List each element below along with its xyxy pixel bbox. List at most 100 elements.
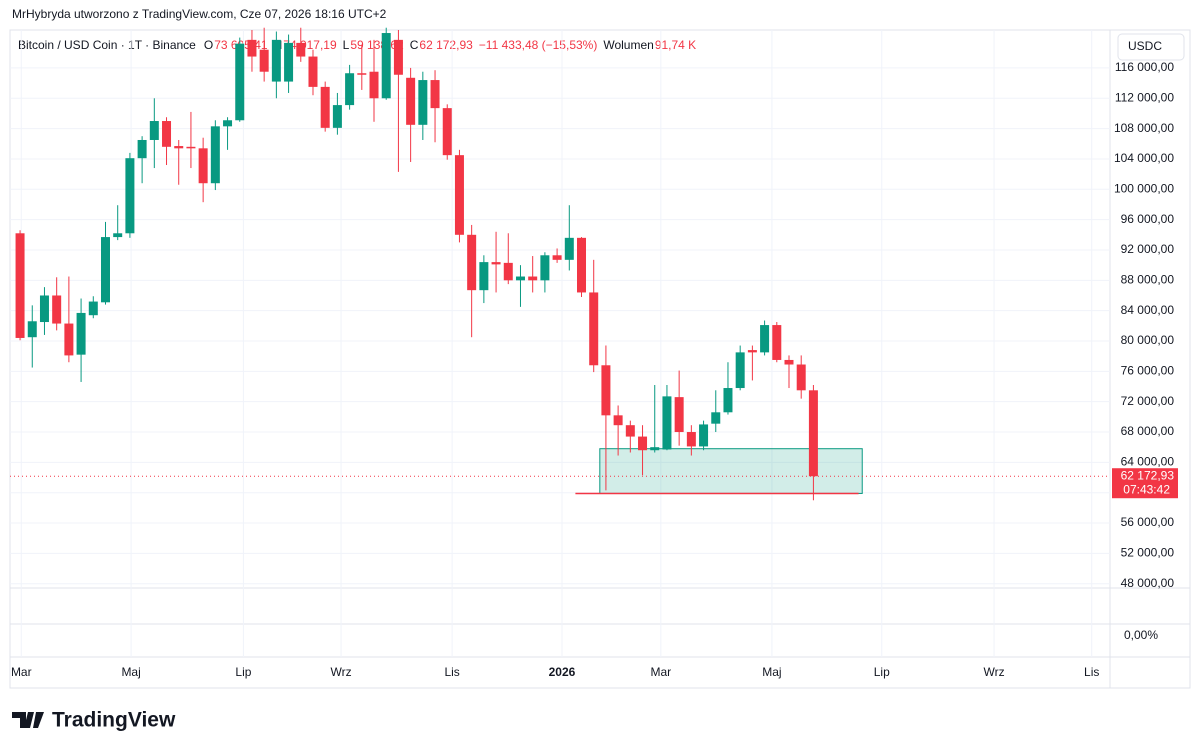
candle-body bbox=[418, 80, 428, 125]
y-tick-label: 68 000,00 bbox=[1121, 424, 1175, 438]
candle-body bbox=[454, 155, 464, 235]
candle-body bbox=[796, 364, 806, 391]
candle-body bbox=[784, 359, 794, 365]
candle-body bbox=[39, 295, 49, 323]
stat-label: Wolumen bbox=[603, 38, 653, 52]
candle-body bbox=[613, 415, 623, 426]
candle-body bbox=[308, 56, 318, 87]
candle-body bbox=[638, 436, 648, 451]
x-tick-label: Wrz bbox=[331, 665, 352, 679]
candle-body bbox=[186, 146, 196, 149]
candle-body bbox=[174, 146, 184, 149]
chart-frame bbox=[9, 29, 1191, 689]
candle-body bbox=[674, 397, 684, 433]
candle-body bbox=[15, 233, 25, 338]
candle-body bbox=[113, 233, 123, 238]
candle-body bbox=[357, 73, 367, 75]
candle-body bbox=[149, 121, 159, 140]
y-tick-label: 108 000,00 bbox=[1114, 121, 1174, 135]
candle-body bbox=[808, 390, 818, 477]
y-tick-label: 116 000,00 bbox=[1115, 60, 1174, 74]
currency-label[interactable]: USDC bbox=[1128, 39, 1162, 53]
candle-body bbox=[406, 77, 416, 125]
y-tick-label: 112 000,00 bbox=[1115, 90, 1174, 104]
candle-body bbox=[100, 237, 110, 303]
y-tick-label: 76 000,00 bbox=[1121, 364, 1175, 378]
candle-body bbox=[686, 432, 696, 447]
logo: TradingView bbox=[12, 709, 176, 732]
candle-body bbox=[723, 388, 733, 413]
candle-body bbox=[247, 39, 257, 57]
candle-body bbox=[64, 323, 74, 356]
candle-body bbox=[577, 237, 587, 293]
candle-body bbox=[381, 33, 391, 99]
candle-body bbox=[393, 39, 403, 75]
candle-body bbox=[369, 71, 379, 99]
x-tick-label: Lip bbox=[235, 665, 251, 679]
candle-body bbox=[540, 255, 550, 281]
candle-body bbox=[76, 312, 86, 355]
candle-body bbox=[88, 301, 98, 316]
currency-button[interactable] bbox=[1117, 33, 1185, 61]
stat-label: O bbox=[204, 38, 213, 52]
candle-body bbox=[235, 43, 245, 121]
header: Bitcoin / USD Coin · 1T · Binance O73 60… bbox=[18, 38, 696, 52]
candle-body bbox=[137, 139, 147, 159]
candle-body bbox=[528, 276, 538, 281]
lower-pane-label: 0,00% bbox=[1124, 628, 1158, 642]
candle-body bbox=[223, 120, 233, 127]
candle-body bbox=[760, 325, 770, 353]
candle-body bbox=[345, 73, 355, 106]
last-price-label: 62 172,93 bbox=[1121, 468, 1175, 482]
y-tick-label: 48 000,00 bbox=[1121, 576, 1175, 590]
y-tick-label: 52 000,00 bbox=[1121, 546, 1175, 560]
candle-body bbox=[479, 262, 489, 291]
candle-body bbox=[284, 42, 294, 82]
y-tick-label: 92 000,00 bbox=[1121, 242, 1175, 256]
candle-body bbox=[467, 234, 477, 291]
candle-body bbox=[711, 412, 721, 424]
candle-body bbox=[491, 262, 501, 265]
candle-body bbox=[162, 121, 172, 147]
logo-text: TradingView bbox=[52, 709, 176, 732]
candle-body bbox=[320, 86, 330, 128]
y-tick-label: 104 000,00 bbox=[1114, 151, 1174, 165]
y-tick-label: 56 000,00 bbox=[1121, 515, 1175, 529]
x-tick-label: Lis bbox=[444, 665, 459, 679]
logo-icon bbox=[12, 712, 44, 728]
candle-body bbox=[198, 148, 208, 184]
candle-body bbox=[503, 262, 513, 281]
y-tick-label: 72 000,00 bbox=[1121, 394, 1175, 408]
candle-body bbox=[552, 255, 562, 260]
symbol: Bitcoin / USD Coin · 1T · Binance bbox=[18, 38, 196, 52]
x-tick-label: 2026 bbox=[549, 665, 576, 679]
candle-body bbox=[699, 424, 709, 447]
candle-body bbox=[271, 39, 281, 82]
countdown: 07:43:42 bbox=[1123, 482, 1170, 496]
candle-body bbox=[650, 447, 660, 451]
y-tick-label: 64 000,00 bbox=[1121, 455, 1175, 469]
stat-value: 62 172,93 bbox=[419, 38, 473, 52]
candle-body bbox=[52, 295, 62, 324]
x-tick-label: Wrz bbox=[983, 665, 1004, 679]
candle-body bbox=[747, 350, 757, 353]
candle-body bbox=[735, 352, 745, 389]
x-tick-label: Mar bbox=[11, 665, 32, 679]
y-tick-label: 80 000,00 bbox=[1121, 333, 1175, 347]
candle-body bbox=[564, 237, 574, 260]
stat-value: −11 433,48 (−15,53%) bbox=[479, 38, 598, 52]
y-tick-label: 84 000,00 bbox=[1121, 303, 1175, 317]
x-tick-label: Maj bbox=[121, 665, 140, 679]
candle-body bbox=[442, 108, 452, 156]
candle-body bbox=[515, 276, 525, 281]
x-tick-label: Maj bbox=[762, 665, 781, 679]
candle-body bbox=[430, 80, 440, 109]
stat-label: L bbox=[343, 38, 350, 52]
y-tick-label: 96 000,00 bbox=[1121, 212, 1175, 226]
candle-body bbox=[332, 105, 342, 128]
x-tick-label: Mar bbox=[651, 665, 672, 679]
candle-body bbox=[625, 425, 635, 437]
candle-body bbox=[210, 126, 220, 184]
